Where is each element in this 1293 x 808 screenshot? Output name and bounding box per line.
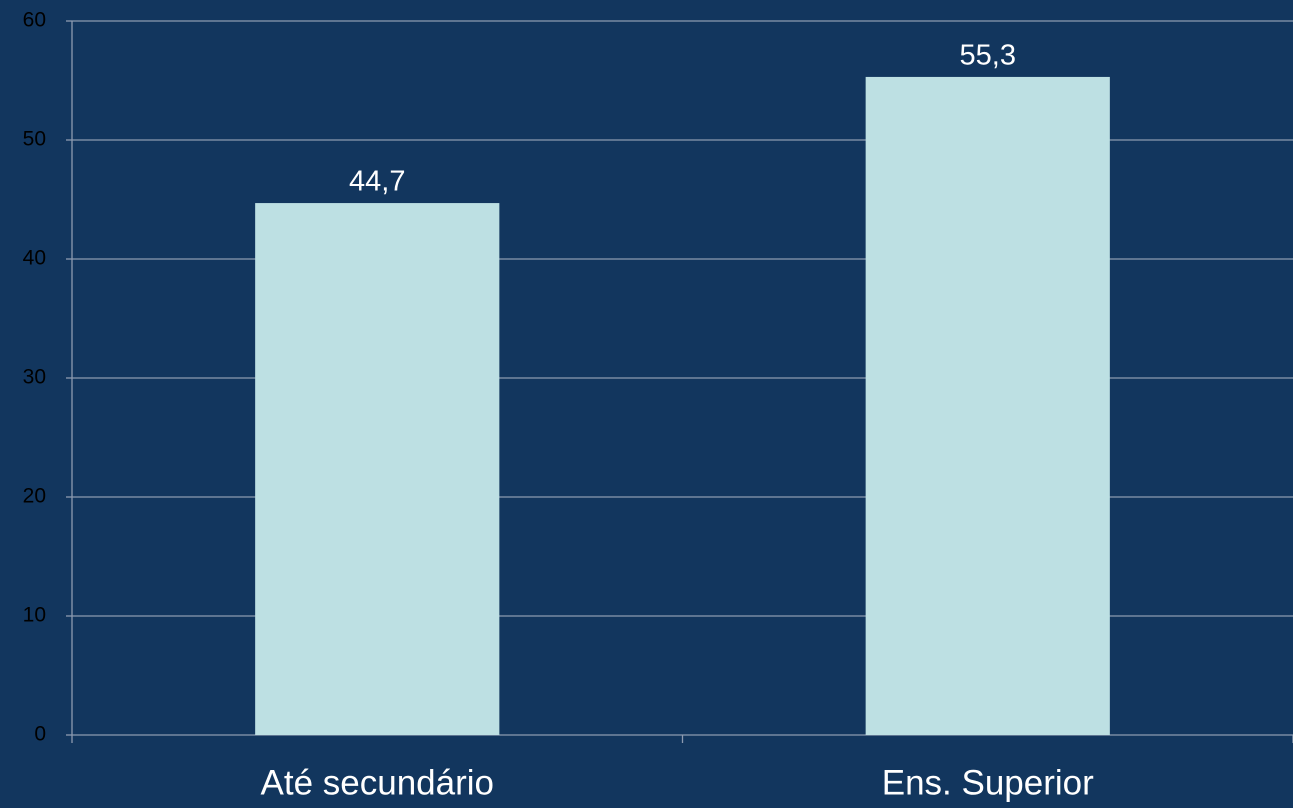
value-label: 44,7 <box>349 166 405 198</box>
y-tick-label: 30 <box>23 366 46 389</box>
y-tick-label: 50 <box>23 128 46 151</box>
y-tick-label: 0 <box>34 723 46 746</box>
bar <box>255 203 500 735</box>
bar <box>865 76 1110 736</box>
x-tick-label: Até secundário <box>261 763 494 802</box>
value-label: 55,3 <box>960 40 1016 72</box>
y-tick-label: 60 <box>23 9 46 32</box>
y-tick-label: 40 <box>23 247 46 270</box>
y-tick-label: 20 <box>23 485 46 508</box>
y-tick-label: 10 <box>23 604 46 627</box>
x-tick-label: Ens. Superior <box>882 763 1094 802</box>
